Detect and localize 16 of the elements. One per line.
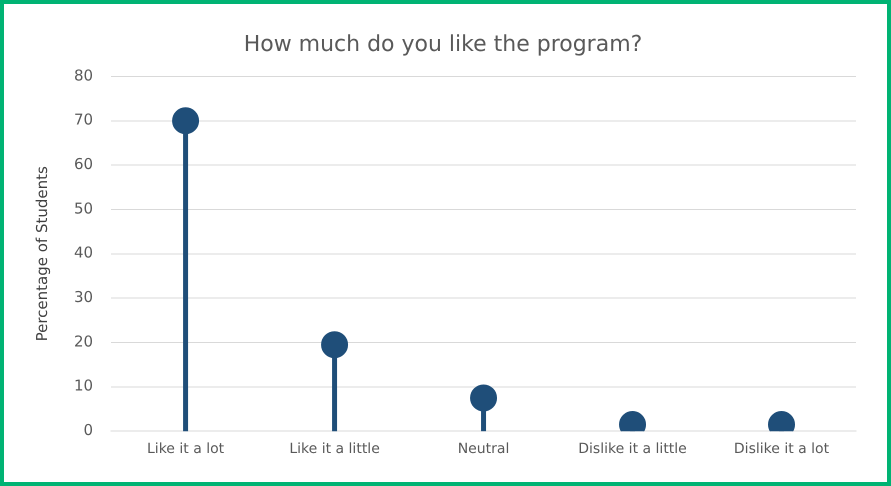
x-tick-label: Neutral [458,441,510,458]
x-tick-label: Dislike it a lot [734,441,830,458]
y-tick-label: 50 [74,199,94,218]
x-tick-label: Dislike it a little [578,441,687,458]
y-tick-label: 10 [74,376,94,395]
x-tick-label: Like it a little [289,441,380,458]
y-tick-label: 70 [74,110,94,129]
y-tick-label: 30 [74,288,94,306]
y-tick-label: 0 [84,421,94,440]
y-tick-label: 40 [74,244,94,262]
y-tick-label: 20 [74,332,94,350]
x-tick-label: Like it a lot [146,441,225,458]
chart-title: How much do you like the program? [244,32,642,57]
y-axis-title: Percentage of Students [32,166,51,342]
y-tick-label: 80 [74,66,94,84]
y-tick-label: 60 [74,154,94,173]
